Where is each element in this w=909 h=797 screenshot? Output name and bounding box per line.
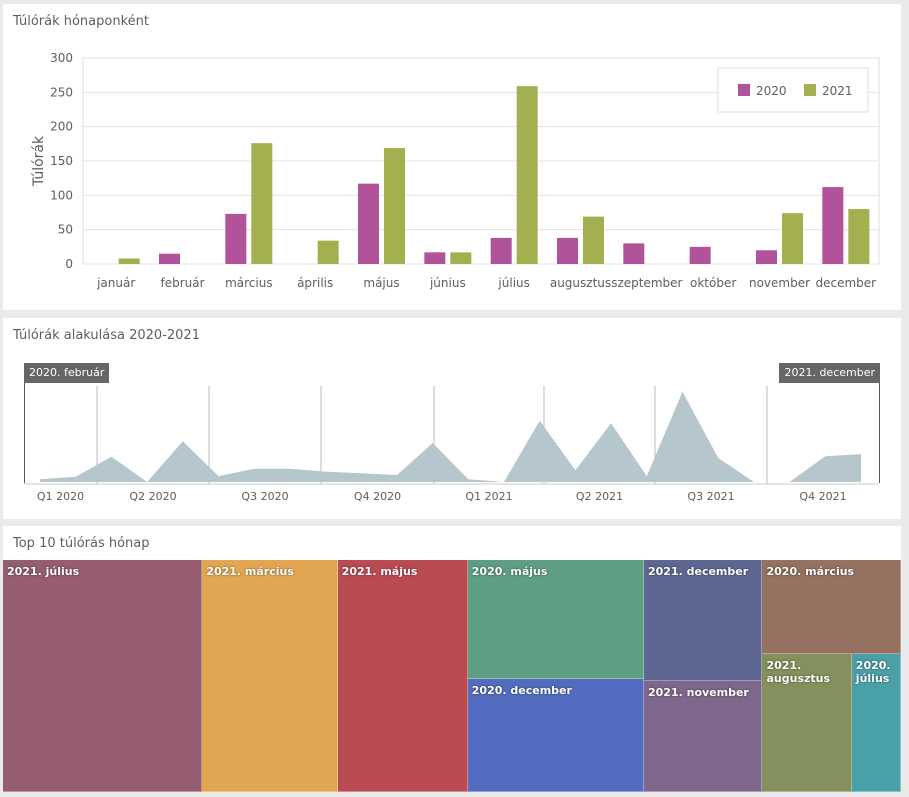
- legend-swatch: [804, 84, 816, 96]
- bar-2020-augusztus: [557, 237, 578, 264]
- treemap-cell-label: 2021. május: [341, 565, 418, 578]
- x-tick-label: szeptember: [611, 276, 682, 290]
- bar-2020-május: [358, 183, 379, 264]
- x-tick-label: február: [160, 276, 204, 290]
- quarter-label: Q4 2020: [354, 490, 401, 503]
- bar-2020-február: [159, 253, 180, 264]
- quarter-label: Q2 2021: [576, 490, 623, 503]
- x-tick-label: november: [749, 276, 810, 290]
- treemap-cell-label: 2021. november: [647, 685, 749, 699]
- x-tick-label: december: [816, 276, 877, 290]
- quarter-label: Q4 2021: [799, 490, 846, 503]
- bar-2020-július: [490, 237, 512, 264]
- legend-box: [717, 67, 869, 113]
- range-start-line: [24, 383, 25, 483]
- bar-2020-június: [424, 252, 446, 264]
- legend-swatch: [738, 84, 750, 96]
- x-tick-label: október: [690, 276, 736, 290]
- y-tick-label: 150: [50, 154, 73, 168]
- x-tick-label: január: [96, 276, 135, 290]
- quarter-label: Q2 2020: [129, 490, 176, 503]
- range-start-handle[interactable]: 2020. február: [24, 363, 110, 383]
- treemap-cell-label: 2020. december: [471, 683, 572, 697]
- treemap-cell[interactable]: 2021. augusztus: [762, 654, 852, 792]
- bar-2021-január: [118, 258, 140, 264]
- y-tick-label: 50: [58, 223, 73, 237]
- bar-2021-március: [251, 143, 273, 264]
- treemap-cell-label: 2020. július: [855, 659, 891, 686]
- bar-2020-március: [225, 213, 247, 264]
- treemap-cell-label: 2021. augusztus: [766, 659, 831, 686]
- quarter-label: Q3 2020: [241, 490, 288, 503]
- range-end-line: [879, 383, 880, 483]
- top10-treemap: 2021. július 2021. március 2021. május 2020…: [3, 560, 901, 792]
- y-axis-label: Túlórák: [31, 135, 47, 187]
- treemap-cell-label: 2020. május: [471, 565, 548, 578]
- y-tick-label: 200: [50, 120, 73, 134]
- bar-2021-április: [317, 240, 339, 264]
- y-tick-label: 0: [65, 257, 73, 271]
- treemap-cell[interactable]: 2021. november: [643, 680, 763, 792]
- bar-2021-július: [516, 86, 538, 264]
- trend-area-chart: Q1 2020 Q2 2020 Q3 2020 Q4 2020 Q1 2021 Q2 20…: [24, 386, 879, 503]
- bar-2021-november: [782, 213, 803, 264]
- treemap-cell[interactable]: 2020. március: [762, 560, 901, 655]
- treemap-cell-label: 2020. március: [766, 565, 855, 578]
- bar-2021-június: [450, 252, 472, 264]
- treemap-cell[interactable]: 2021. március: [202, 560, 338, 792]
- overtime-area: [40, 391, 861, 482]
- trend-panel: Túlórák alakulása 2020-2021 Q1 2020 Q2 20…: [3, 318, 901, 519]
- quarter-label: Q3 2021: [687, 490, 734, 503]
- treemap-cell[interactable]: 2021. július: [3, 560, 203, 792]
- x-tick-label: július: [497, 276, 529, 290]
- y-tick-label: 300: [50, 51, 73, 65]
- treemap-panel: Top 10 túlórás hónap 2021. július 2021. m…: [3, 526, 901, 792]
- monthly-bar-chart: 0 50 100 150 200 250 300 Túlórák január február má…: [31, 51, 880, 290]
- treemap-cell-label: 2021. március: [206, 565, 294, 578]
- legend-label: 2021: [822, 84, 853, 98]
- x-tick-label: május: [363, 276, 399, 290]
- treemap-cell[interactable]: 2020. május: [467, 560, 644, 679]
- bar-2020-november: [756, 250, 777, 264]
- monthly-overtime-panel: Túlórák hónaponként 0 50 100 150 200 250 300 Tú…: [3, 4, 901, 310]
- range-end-handle[interactable]: 2021. december: [779, 363, 880, 383]
- treemap-cell-label: 2021. július: [7, 565, 80, 578]
- bar-2020-december: [822, 187, 844, 264]
- treemap-title: Top 10 túlórás hónap: [13, 536, 150, 551]
- monthly-chart-title: Túlórák hónaponként: [13, 14, 149, 29]
- legend-label: 2020: [756, 84, 787, 98]
- y-tick-label: 100: [50, 188, 73, 202]
- x-tick-label: április: [297, 276, 333, 290]
- quarter-label: Q1 2020: [37, 490, 84, 503]
- treemap-cell[interactable]: 2020. július: [851, 654, 901, 792]
- bar-2021-december: [848, 209, 870, 264]
- trend-chart-title: Túlórák alakulása 2020-2021: [13, 328, 200, 343]
- bar-2021-augusztus: [583, 216, 604, 264]
- bar-2021-május: [384, 147, 405, 264]
- y-tick-label: 250: [50, 85, 73, 99]
- x-tick-label: március: [225, 276, 273, 290]
- x-tick-label: június: [429, 276, 466, 290]
- bar-2020-október: [689, 246, 711, 264]
- x-tick-label: augusztus: [550, 276, 611, 290]
- treemap-cell[interactable]: 2021. december: [643, 560, 763, 681]
- treemap-cell-label: 2021. december: [647, 565, 749, 578]
- quarter-label: Q1 2021: [465, 490, 512, 503]
- treemap-cell[interactable]: 2020. december: [467, 678, 644, 792]
- treemap-cell[interactable]: 2021. május: [337, 560, 468, 792]
- bar-2020-szeptember: [623, 243, 645, 264]
